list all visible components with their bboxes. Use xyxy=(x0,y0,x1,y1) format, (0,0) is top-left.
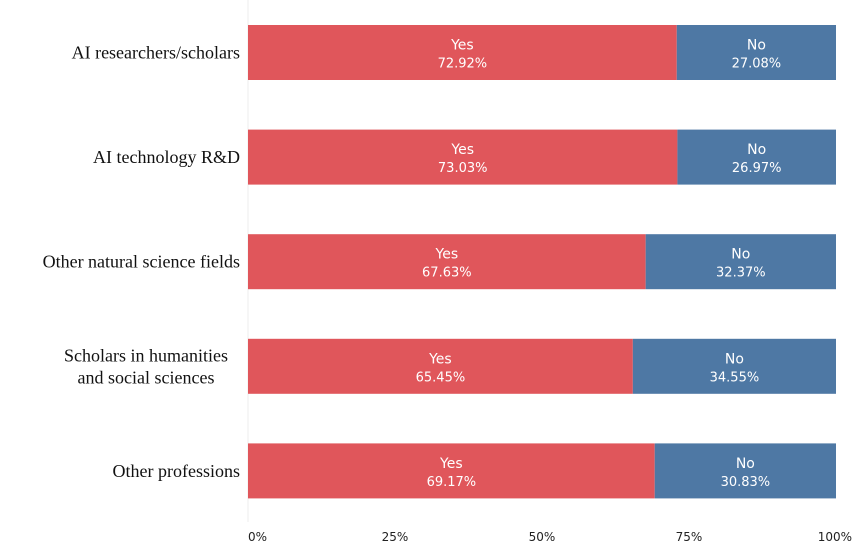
bar-no-label-3: No xyxy=(725,351,744,367)
x-tick-label-4: 100% xyxy=(818,530,852,544)
bar-yes-value-4: 69.17% xyxy=(427,475,477,490)
bar-yes-value-0: 72.92% xyxy=(438,57,488,72)
bar-yes-label-3: Yes xyxy=(428,351,452,367)
category-label-2-0: Other natural science fields xyxy=(43,252,240,272)
category-labels: AI researchers/scholars AI technology R&D… xyxy=(43,43,240,481)
category-label-4-0: Other professions xyxy=(113,461,240,481)
bar-yes-2 xyxy=(248,234,646,290)
bar-no-2 xyxy=(645,234,836,290)
bar-no-value-1: 26.97% xyxy=(732,161,782,176)
x-tick-label-1: 25% xyxy=(382,530,409,544)
x-tick-label-3: 75% xyxy=(676,530,703,544)
bar-no-3 xyxy=(632,338,836,394)
category-label-3-0: Scholars in humanities xyxy=(64,345,228,365)
bar-no-label-0: No xyxy=(747,38,766,54)
bar-no-value-2: 32.37% xyxy=(716,266,766,281)
bar-no-value-4: 30.83% xyxy=(721,475,771,490)
x-tick-label-0: 0% xyxy=(248,530,267,544)
bar-yes-4 xyxy=(248,443,655,499)
bar-yes-label-1: Yes xyxy=(450,142,474,158)
bar-no-label-1: No xyxy=(747,142,766,158)
x-axis-ticks: 0% 25% 50% 75% 100% xyxy=(248,530,852,544)
bar-yes-label-0: Yes xyxy=(450,38,474,54)
bar-no-label-4: No xyxy=(736,456,755,472)
bar-no-0 xyxy=(676,25,836,80)
bar-no-label-2: No xyxy=(731,247,750,263)
bar-yes-label-2: Yes xyxy=(435,247,459,263)
category-label-3-1: and social sciences xyxy=(78,367,215,387)
bars-group: Yes 72.92% No 27.08% Yes 73.03% No 26.97% Yes 67.… xyxy=(248,25,836,499)
bar-no-value-0: 27.08% xyxy=(732,57,782,72)
bar-yes-3 xyxy=(248,338,633,394)
category-label-0-0: AI researchers/scholars xyxy=(72,43,240,63)
x-tick-label-2: 50% xyxy=(529,530,556,544)
bar-no-value-3: 34.55% xyxy=(710,370,760,385)
bar-yes-label-4: Yes xyxy=(439,456,463,472)
bar-yes-value-3: 65.45% xyxy=(416,370,466,385)
category-label-1-0: AI technology R&D xyxy=(93,147,240,167)
bar-yes-1 xyxy=(248,129,678,185)
bar-no-1 xyxy=(677,129,836,185)
bar-yes-value-2: 67.63% xyxy=(422,266,472,281)
bar-yes-0 xyxy=(248,25,677,80)
bar-yes-value-1: 73.03% xyxy=(438,161,488,176)
bar-no-4 xyxy=(654,443,836,499)
